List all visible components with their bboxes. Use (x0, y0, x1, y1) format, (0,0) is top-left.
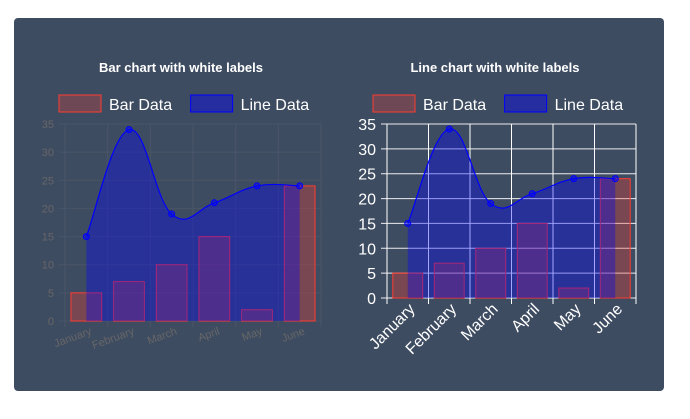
bar[interactable] (433, 262, 465, 299)
line-chart: Line chart with white labels Bar Data Line… (358, 60, 637, 358)
legend-item-1[interactable]: Line Data (190, 94, 310, 114)
line-point[interactable] (210, 199, 218, 207)
line-point[interactable] (253, 182, 261, 190)
x-tick-label: January (52, 325, 93, 350)
line-point[interactable] (528, 190, 536, 198)
bar[interactable] (599, 178, 631, 299)
x-tick-label: April (197, 326, 222, 345)
line-area (407, 128, 616, 298)
line-point[interactable] (125, 126, 133, 134)
bar[interactable] (516, 222, 548, 299)
bar[interactable] (155, 264, 188, 322)
y-tick-label: 5 (48, 288, 54, 300)
line-point[interactable] (296, 182, 304, 190)
y-tick-label: 20 (358, 192, 376, 209)
line-area (86, 129, 300, 321)
bar[interactable] (558, 287, 590, 299)
y-tick-label: 25 (42, 175, 54, 187)
x-tick-label: May (240, 325, 264, 344)
y-tick-label: 35 (42, 119, 54, 131)
line-point[interactable] (487, 200, 495, 208)
line-point[interactable] (404, 219, 412, 227)
bar[interactable] (113, 281, 145, 322)
y-tick-label: 10 (42, 260, 54, 272)
legend-label: Bar Data (423, 97, 486, 114)
chart-title: Line chart with white labels (410, 60, 579, 75)
x-tick-label: March (146, 326, 179, 348)
legend-item-0[interactable]: Bar Data (372, 94, 486, 114)
x-tick-label: May (551, 301, 584, 334)
bar[interactable] (241, 309, 273, 322)
legend-label: Line Data (555, 97, 624, 114)
bar-chart: Bar chart with white labels Bar Data Line … (42, 60, 322, 352)
bar[interactable] (392, 272, 424, 299)
x-tick-label: March (458, 301, 501, 344)
y-tick-label: 20 (42, 203, 54, 215)
line-point[interactable] (570, 175, 578, 183)
y-tick-label: 10 (358, 241, 376, 258)
bar[interactable] (70, 292, 103, 322)
y-tick-label: 5 (367, 266, 376, 283)
legend-swatch (58, 94, 102, 113)
x-tick-label: June (280, 326, 307, 345)
y-tick-label: 15 (42, 232, 54, 244)
chart-title: Bar chart with white labels (99, 60, 263, 75)
legend-swatch (190, 94, 234, 113)
bar[interactable] (198, 236, 231, 322)
y-tick-label: 0 (367, 291, 376, 308)
legend-item-1[interactable]: Line Data (504, 94, 624, 114)
legend-label: Bar Data (109, 97, 172, 114)
charts-panel (14, 18, 664, 391)
bar[interactable] (475, 247, 507, 299)
legend-swatch (372, 94, 416, 113)
legend-swatch (504, 94, 548, 113)
y-tick-label: 35 (358, 117, 376, 134)
y-tick-label: 0 (48, 316, 54, 328)
line-point[interactable] (168, 210, 176, 218)
line-point[interactable] (82, 233, 90, 241)
y-tick-label: 25 (358, 167, 376, 184)
line-point[interactable] (445, 125, 453, 133)
legend-item-0[interactable]: Bar Data (58, 94, 172, 114)
x-tick-label: February (91, 325, 137, 352)
x-tick-label: June (590, 301, 627, 338)
x-tick-label: April (508, 301, 543, 336)
legend-label: Line Data (241, 97, 310, 114)
y-tick-label: 30 (358, 142, 376, 159)
y-tick-label: 30 (42, 147, 54, 159)
y-tick-label: 15 (358, 216, 376, 233)
line-point[interactable] (611, 175, 619, 183)
